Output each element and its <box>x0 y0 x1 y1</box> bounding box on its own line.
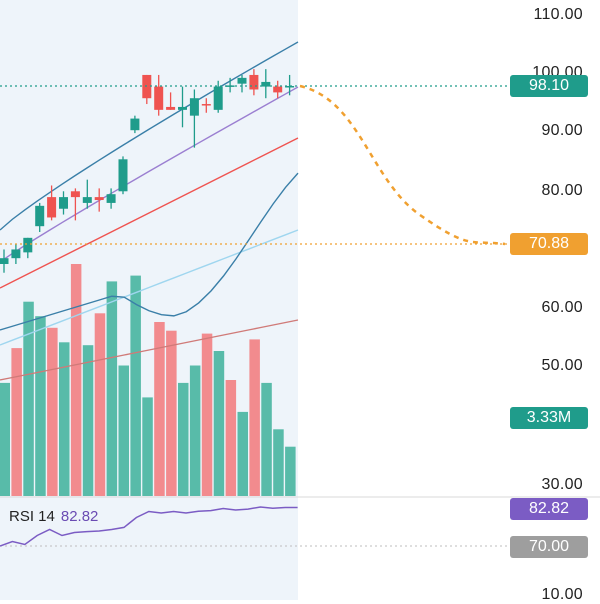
candle-body <box>94 197 104 201</box>
candle-body <box>0 258 9 265</box>
candle-body <box>82 197 92 203</box>
candle-body <box>35 205 45 227</box>
rsi-legend-value: 82.82 <box>60 508 99 525</box>
candle-body <box>154 86 164 110</box>
rsi-level-tag[interactable]: 70.00 <box>510 536 588 558</box>
candle-body <box>166 106 176 110</box>
candle-body <box>201 104 211 106</box>
candle-body <box>118 159 128 192</box>
volume-bar <box>106 281 118 496</box>
bollinger-lower-line <box>0 172 299 331</box>
projection-curve <box>299 84 506 246</box>
volume-bar <box>11 348 22 496</box>
volume-bar <box>178 382 189 496</box>
last-price-tag[interactable]: 98.10 <box>510 75 588 97</box>
rsi-value-tag[interactable]: 82.82 <box>510 498 588 520</box>
volume-bar <box>249 339 260 496</box>
axis-label-10: 10.00 <box>541 586 583 603</box>
moving-average-line <box>0 86 299 263</box>
rsi-line <box>0 506 298 547</box>
overlay-layer <box>0 84 510 246</box>
axis-label-60: 60.00 <box>541 299 583 316</box>
axis-label-50: 50.00 <box>541 357 583 374</box>
volume-bar <box>154 322 165 496</box>
candle-body <box>11 249 21 259</box>
candle-body <box>70 191 80 198</box>
volume-bar <box>35 316 46 496</box>
candle-body <box>213 86 223 110</box>
volume-bar <box>130 275 141 496</box>
volume-bar <box>142 397 153 496</box>
volume-tag[interactable]: 3.33M <box>510 407 588 429</box>
volume-bar <box>118 365 129 496</box>
volume-bar <box>225 380 237 496</box>
volume-bar <box>70 264 82 496</box>
volume-bar <box>23 301 34 496</box>
candle-body <box>273 86 283 93</box>
candle-body <box>130 118 140 131</box>
candle-body <box>189 98 199 116</box>
volume-bar <box>59 342 70 496</box>
candle-body <box>59 197 68 209</box>
indicator-layer <box>0 41 299 381</box>
volume-bar <box>273 429 284 496</box>
volume-bar <box>201 333 213 496</box>
volume-bar <box>261 382 272 496</box>
axis-label-110: 110.00 <box>533 6 583 23</box>
volume-bar <box>0 382 10 496</box>
volume-bar <box>82 345 94 496</box>
candle-body <box>178 106 187 110</box>
moving-average-red-line <box>0 137 299 289</box>
volume-bar <box>285 446 296 496</box>
candle-body <box>106 194 116 203</box>
rsi-legend-label: RSI 14 <box>9 508 55 525</box>
volume-bar <box>213 351 225 496</box>
volume-bar <box>166 330 177 496</box>
rsi-layer <box>0 496 600 547</box>
volume-average-line <box>0 319 299 381</box>
rsi-legend: RSI 14 82.82 <box>9 508 98 525</box>
candle-body <box>237 77 247 84</box>
volume-layer <box>0 264 296 496</box>
axis-label-80: 80.00 <box>541 182 583 199</box>
candle-body <box>249 74 259 90</box>
volume-bar <box>189 365 201 496</box>
volume-bar <box>237 411 248 496</box>
main-panel-background <box>0 0 298 600</box>
trend-light-line <box>0 229 299 346</box>
candle-body <box>47 197 57 218</box>
candle-body <box>23 237 33 253</box>
volume-bar <box>94 313 106 496</box>
candle-body <box>261 81 271 87</box>
candle-body <box>285 86 295 88</box>
axis-label-30: 30.00 <box>541 476 583 493</box>
bollinger-upper-line <box>0 41 299 231</box>
projection-target-tag[interactable]: 70.88 <box>510 233 588 255</box>
axis-label-90: 90.00 <box>541 122 583 139</box>
volume-bar <box>47 327 58 496</box>
